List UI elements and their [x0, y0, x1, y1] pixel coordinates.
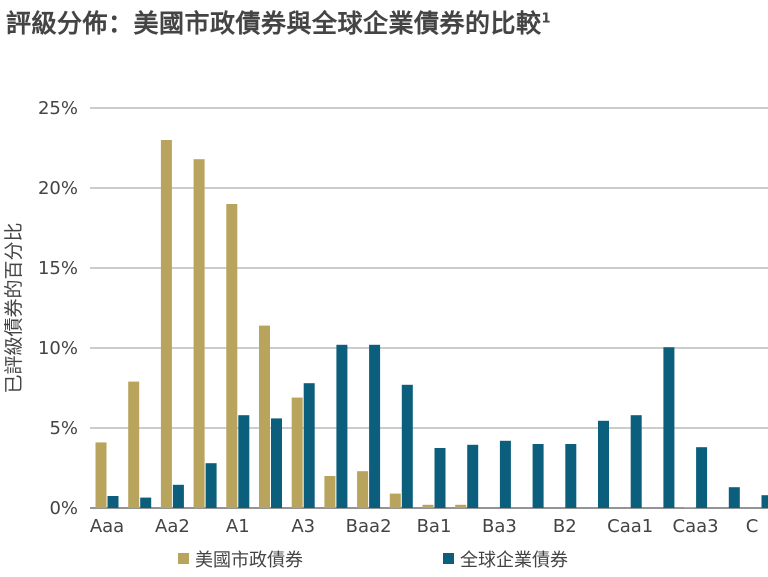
y-tick-label: 10% [38, 338, 78, 359]
bar-corporate-caa3 [696, 447, 708, 508]
x-tick-label: Caa1 [607, 516, 653, 537]
chart-title: 評級分佈：美國市政債券與全球企業債券的比較1 [6, 4, 551, 40]
x-tick-label: C [746, 516, 759, 537]
bar-corporate-c [761, 495, 768, 508]
bar-corporate-ba3 [499, 440, 511, 508]
bar-corporate-baa2 [369, 344, 381, 508]
legend-label-municipal: 美國市政債券 [195, 550, 303, 571]
x-tick-label: Baa2 [346, 516, 392, 537]
y-tick-label: 0% [49, 498, 78, 519]
bar-corporate-ba1 [434, 448, 446, 508]
x-tick-label: A1 [226, 516, 250, 537]
bar-municipal-ba1 [422, 504, 434, 508]
bar-municipal-a3 [291, 397, 303, 508]
y-tick-label: 20% [38, 178, 78, 199]
bar-corporate-b2 [565, 444, 577, 508]
x-tick-label: Aaa [90, 516, 124, 537]
bar-municipal-baa2 [357, 471, 369, 508]
legend-swatch-municipal [178, 553, 189, 564]
bar-corporate-ca [728, 487, 740, 508]
legend: 美國市政債券 全球企業債券 [178, 550, 568, 571]
x-tick-label: Caa3 [673, 516, 719, 537]
bar-corporate-caa2 [663, 347, 675, 508]
x-tick-label: A3 [291, 516, 315, 537]
x-axis-ticks: Aaa Aa2 A1 A3 Baa2 Ba1 Ba3 B2 Caa1 Caa3 C [90, 516, 758, 537]
bar-municipal-aa2 [160, 140, 172, 508]
bar-corporate-baa3 [401, 384, 413, 508]
x-tick-label: Ba1 [417, 516, 452, 537]
bar-municipal-a1 [226, 204, 238, 508]
title-footnote-marker: 1 [541, 11, 552, 27]
y-axis-ticks: 0% 5% 10% 15% 20% 25% [38, 98, 78, 519]
x-tick-label: Aa2 [155, 516, 190, 537]
bar-municipal-aaa [95, 442, 107, 508]
bar-municipal-caa3 [684, 507, 696, 508]
bar-corporate-a1 [238, 415, 250, 508]
bar-corporate-aa2 [172, 484, 184, 508]
y-axis-label: 已評級債券的百分比 [3, 222, 25, 393]
bar-corporate-aaa [107, 496, 119, 508]
y-tick-label: 25% [38, 98, 78, 119]
legend-swatch-corporate [443, 553, 454, 564]
bar-corporate-b3 [598, 420, 609, 508]
bar-corporate-a3 [303, 383, 315, 508]
legend-label-corporate: 全球企業債券 [460, 550, 568, 571]
y-tick-label: 5% [49, 418, 78, 439]
bars [95, 140, 768, 508]
bar-corporate-aa3 [205, 463, 217, 508]
x-tick-label: B2 [553, 516, 577, 537]
bar-municipal-baa1 [324, 476, 336, 508]
bar-corporate-b1 [532, 444, 544, 508]
bar-municipal-baa3 [389, 493, 401, 508]
bar-corporate-caa1 [630, 415, 642, 508]
bar-municipal-aa1 [128, 381, 140, 508]
bar-corporate-a2 [271, 418, 282, 508]
bar-corporate-ba2 [467, 444, 479, 508]
bar-municipal-a2 [259, 325, 270, 508]
bar-municipal-aa3 [193, 159, 205, 508]
x-tick-label: Ba3 [482, 516, 517, 537]
bar-corporate-aa1 [140, 497, 152, 508]
y-tick-label: 15% [38, 258, 78, 279]
chart-title-text: 評級分佈：美國市政債券與全球企業債券的比較 [6, 9, 542, 38]
bar-corporate-baa1 [336, 344, 348, 508]
bar-municipal-ba2 [455, 504, 467, 508]
